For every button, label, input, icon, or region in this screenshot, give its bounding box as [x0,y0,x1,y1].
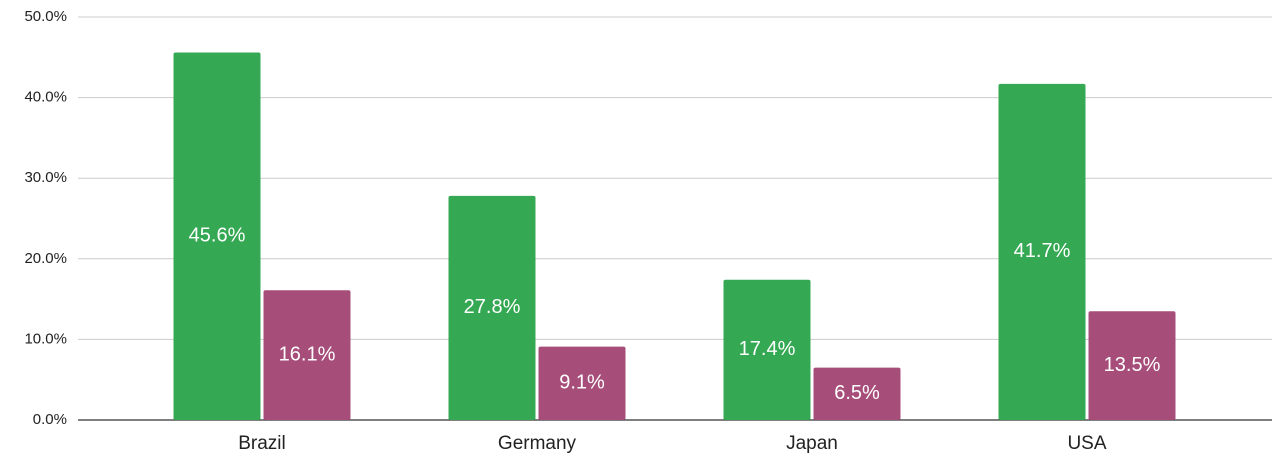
value-label: 13.5% [1104,354,1161,376]
bar [263,290,351,420]
value-label: 41.7% [1014,240,1071,262]
value-label: 9.1% [559,372,605,394]
value-label: 27.8% [464,296,521,318]
x-tick-label: Germany [498,433,577,454]
y-tick-label: 10.0% [24,330,67,347]
y-tick-label: 50.0% [24,8,67,25]
bar [448,195,536,420]
x-tick-label: USA [1067,433,1106,454]
value-label: 45.6% [189,225,246,247]
x-tick-label: Japan [786,433,838,454]
bar [173,52,261,421]
y-tick-label: 30.0% [24,169,67,186]
bar [813,367,901,420]
x-tick-label: Brazil [238,433,286,454]
bar [538,346,626,420]
value-label: 16.1% [279,343,336,365]
bar [723,279,811,420]
value-label: 6.5% [834,382,880,404]
bar [1088,311,1176,420]
y-tick-label: 40.0% [24,89,67,106]
value-label: 17.4% [739,338,796,360]
y-tick-label: 20.0% [24,250,67,267]
bar [998,83,1086,420]
y-tick-label: 0.0% [33,411,67,428]
